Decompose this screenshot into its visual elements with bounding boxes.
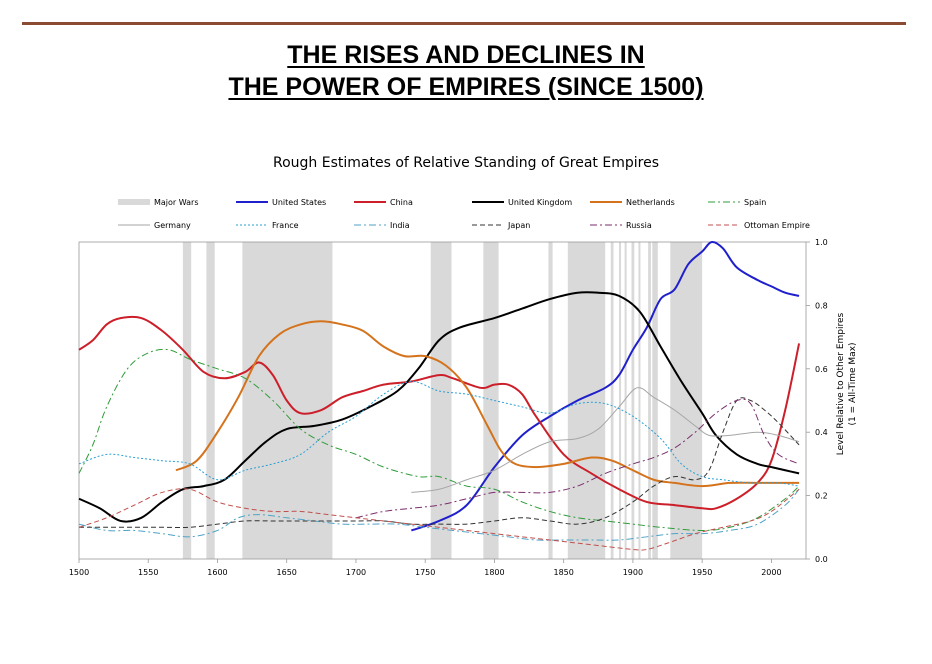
- series-line-france: [78, 380, 800, 487]
- war-band-6: [567, 242, 606, 559]
- y-axis-label-line-2: (1 = All-Time Max): [848, 342, 858, 425]
- y-tick-label-0.4: 0.4: [815, 428, 828, 437]
- x-tick-label-1800: 1800: [484, 568, 504, 577]
- legend-label-germany: Germany: [154, 221, 191, 230]
- series-line-germany: [411, 387, 800, 493]
- page-title-line-1: THE RISES AND DECLINES IN: [287, 41, 645, 69]
- series-line-india: [78, 488, 800, 541]
- series-line-united-states: [411, 240, 800, 532]
- war-band-11: [638, 242, 641, 559]
- series-line-russia: [355, 398, 800, 519]
- legend-label-ottoman-empire: Ottoman Empire: [744, 221, 810, 230]
- y-axis: 0.0 0.2 0.4 0.6 0.8 1.0: [806, 238, 828, 564]
- chart-title: Rough Estimates of Relative Standing of …: [273, 155, 659, 171]
- war-band-8: [619, 242, 622, 559]
- x-tick-label-1550: 1550: [138, 568, 158, 577]
- y-tick-label-0.8: 0.8: [815, 301, 828, 310]
- series-line-netherlands: [175, 320, 800, 488]
- war-band-3: [430, 242, 452, 559]
- x-tick-label-1650: 1650: [277, 568, 297, 577]
- page-title-line-2: THE POWER OF EMPIRES (SINCE 1500): [228, 73, 704, 101]
- war-band-4: [483, 242, 499, 559]
- series-lines: [78, 240, 801, 551]
- x-tick-label-1700: 1700: [346, 568, 366, 577]
- plot-frame: [78, 241, 807, 560]
- x-tick-label-1850: 1850: [553, 568, 573, 577]
- x-tick-label-1500: 1500: [69, 568, 89, 577]
- legend-label-china: China: [390, 198, 413, 207]
- y-tick-label-0.0: 0.0: [815, 555, 828, 564]
- legend-label-russia: Russia: [626, 221, 652, 230]
- series-line-china: [78, 315, 801, 511]
- x-tick-label-1900: 1900: [623, 568, 643, 577]
- war-band-10: [631, 242, 635, 559]
- series-line-spain: [78, 348, 800, 531]
- legend: Major Wars United States China United Kingd…: [118, 198, 810, 230]
- legend-label-united-states: United States: [272, 198, 326, 207]
- legend-label-japan: Japan: [507, 221, 530, 230]
- top-rule: [22, 22, 906, 25]
- y-tick-label-0.2: 0.2: [815, 492, 828, 501]
- x-tick-label-1750: 1750: [415, 568, 435, 577]
- legend-label-netherlands: Netherlands: [626, 198, 675, 207]
- legend-label-spain: Spain: [744, 198, 766, 207]
- legend-label-major-wars: Major Wars: [154, 198, 199, 207]
- legend-label-france: France: [272, 221, 299, 230]
- war-band-0: [182, 242, 192, 559]
- y-axis-label-line-1: Level Relative to Other Empires: [836, 312, 846, 455]
- y-tick-label-1.0: 1.0: [815, 238, 828, 247]
- series-line-united-kingdom: [78, 291, 800, 523]
- x-tick-label-1600: 1600: [207, 568, 227, 577]
- war-band-13: [652, 242, 658, 559]
- series-line-japan: [79, 397, 800, 529]
- war-band-5: [548, 242, 553, 559]
- war-band-7: [610, 242, 614, 559]
- x-tick-label-2000: 2000: [761, 568, 781, 577]
- series-line-ottoman-empire: [78, 488, 800, 551]
- legend-swatch-major-wars: [118, 199, 150, 205]
- legend-label-united-kingdom: United Kingdom: [508, 198, 572, 207]
- legend-label-india: India: [390, 221, 410, 230]
- war-band-9: [624, 242, 627, 559]
- war-band-12: [648, 242, 651, 559]
- x-axis: 1500 1550 1600 1650 1700 1750 1800 1850 1900 1950…: [69, 559, 782, 577]
- y-tick-label-0.6: 0.6: [815, 365, 828, 374]
- war-band-1: [206, 242, 215, 559]
- x-tick-label-1950: 1950: [692, 568, 712, 577]
